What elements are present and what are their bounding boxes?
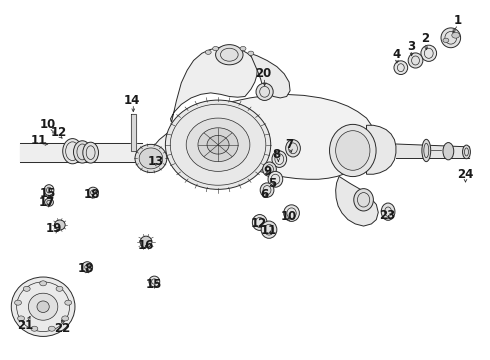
Text: 5: 5: [268, 177, 276, 190]
Ellipse shape: [28, 293, 58, 320]
Ellipse shape: [336, 131, 370, 170]
Circle shape: [216, 45, 243, 65]
Ellipse shape: [268, 171, 283, 187]
Text: 12: 12: [50, 126, 67, 139]
Circle shape: [56, 286, 63, 291]
Ellipse shape: [441, 28, 461, 48]
Ellipse shape: [394, 61, 408, 75]
Circle shape: [18, 316, 24, 321]
Ellipse shape: [83, 142, 98, 163]
Ellipse shape: [140, 236, 152, 248]
Ellipse shape: [252, 215, 267, 230]
Text: 6: 6: [261, 188, 269, 201]
Text: 16: 16: [138, 239, 154, 252]
Circle shape: [49, 326, 55, 331]
Ellipse shape: [443, 143, 454, 160]
Ellipse shape: [256, 83, 273, 100]
Text: 13: 13: [147, 155, 164, 168]
Ellipse shape: [207, 135, 229, 154]
Circle shape: [452, 32, 460, 38]
Ellipse shape: [37, 301, 49, 312]
Circle shape: [31, 326, 38, 331]
Ellipse shape: [329, 125, 376, 177]
Text: 12: 12: [250, 217, 267, 230]
Text: 18: 18: [84, 188, 100, 201]
Ellipse shape: [284, 205, 299, 221]
Ellipse shape: [88, 187, 98, 198]
Ellipse shape: [272, 151, 287, 167]
Ellipse shape: [139, 148, 163, 169]
Circle shape: [240, 46, 246, 51]
Polygon shape: [145, 94, 373, 179]
Ellipse shape: [44, 185, 54, 195]
Ellipse shape: [263, 162, 276, 176]
Ellipse shape: [165, 100, 270, 189]
Text: 9: 9: [263, 165, 271, 177]
Text: 18: 18: [77, 262, 94, 275]
Ellipse shape: [45, 198, 53, 206]
Text: 10: 10: [281, 210, 297, 222]
Text: 3: 3: [408, 40, 416, 53]
Text: 23: 23: [379, 209, 395, 222]
Text: 7: 7: [285, 138, 293, 150]
Circle shape: [40, 281, 47, 286]
Ellipse shape: [54, 220, 65, 230]
Ellipse shape: [74, 141, 91, 163]
Polygon shape: [171, 47, 257, 122]
Text: 20: 20: [255, 67, 272, 80]
Text: 8: 8: [273, 148, 281, 161]
Ellipse shape: [63, 139, 82, 164]
Text: 19: 19: [46, 222, 62, 235]
Text: 22: 22: [54, 322, 71, 335]
Polygon shape: [250, 53, 290, 98]
Circle shape: [213, 46, 219, 51]
Text: 10: 10: [40, 118, 56, 131]
Text: 15: 15: [146, 278, 163, 291]
Text: 15: 15: [40, 187, 56, 200]
Circle shape: [248, 51, 254, 55]
Circle shape: [62, 316, 69, 321]
Text: 2: 2: [421, 32, 429, 45]
Ellipse shape: [149, 276, 160, 287]
Circle shape: [15, 300, 22, 305]
Text: 11: 11: [260, 224, 277, 237]
Circle shape: [205, 50, 211, 54]
Ellipse shape: [261, 221, 277, 238]
Ellipse shape: [421, 45, 437, 62]
Text: 17: 17: [38, 196, 55, 209]
Ellipse shape: [381, 203, 395, 220]
Polygon shape: [336, 176, 378, 226]
Text: 4: 4: [393, 48, 401, 60]
Text: 21: 21: [17, 319, 34, 332]
Ellipse shape: [422, 139, 431, 162]
Circle shape: [65, 300, 72, 305]
Circle shape: [24, 286, 30, 291]
Ellipse shape: [286, 140, 300, 157]
Text: 24: 24: [457, 168, 474, 181]
Ellipse shape: [463, 145, 470, 159]
Circle shape: [443, 38, 449, 42]
Ellipse shape: [354, 189, 373, 211]
Ellipse shape: [408, 53, 423, 68]
Ellipse shape: [11, 277, 75, 337]
Text: 1: 1: [454, 14, 462, 27]
Ellipse shape: [135, 144, 167, 172]
Polygon shape: [367, 125, 396, 174]
Ellipse shape: [198, 128, 238, 162]
Ellipse shape: [260, 183, 274, 197]
Text: 11: 11: [31, 134, 48, 147]
Ellipse shape: [82, 262, 93, 273]
Ellipse shape: [186, 118, 250, 171]
Text: 14: 14: [124, 94, 141, 107]
